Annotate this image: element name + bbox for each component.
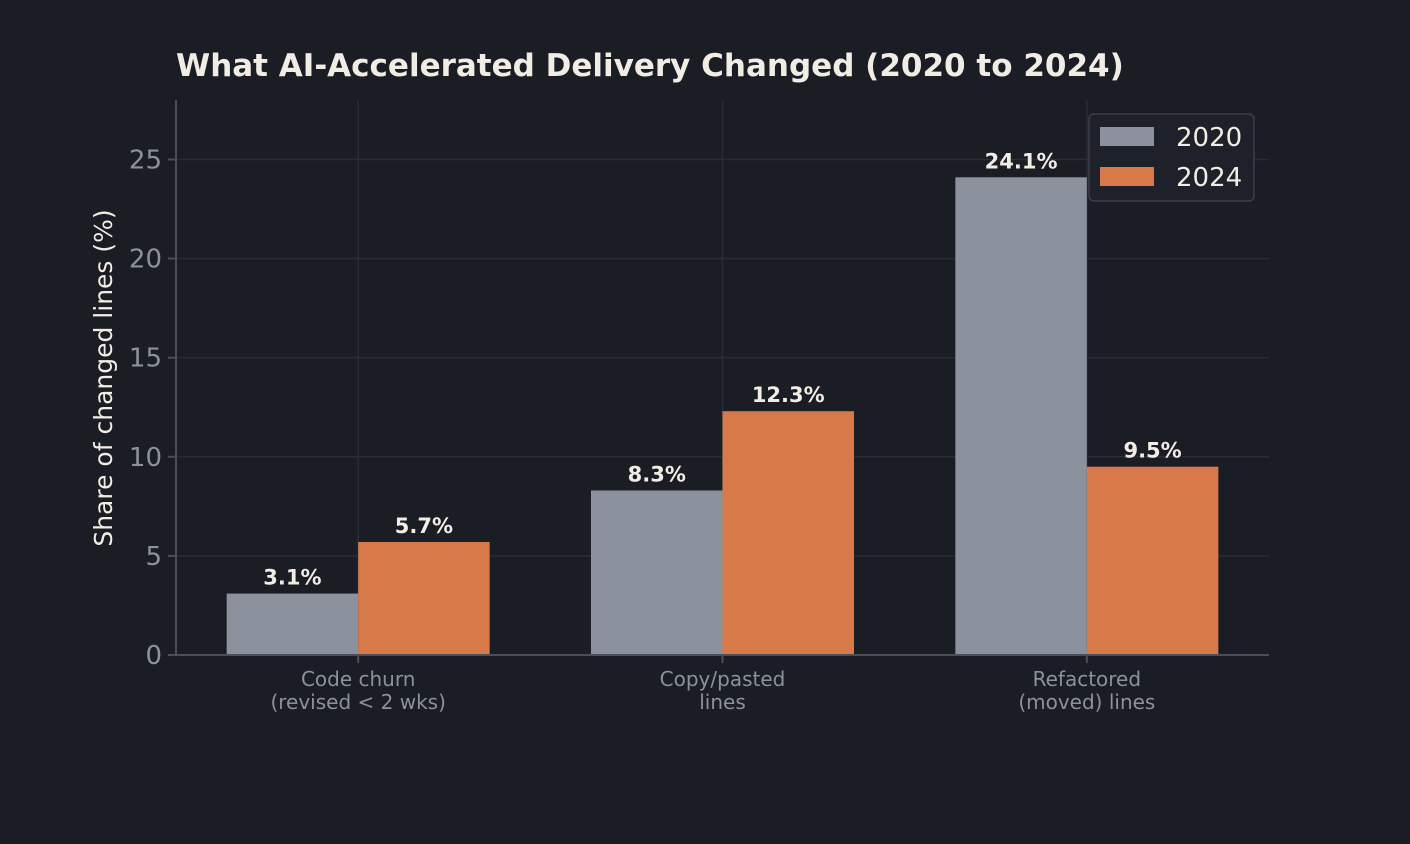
y-tick-label: 25 xyxy=(129,145,162,175)
legend: 2020 2024 xyxy=(1088,113,1255,202)
bar-2020 xyxy=(955,177,1087,655)
value-label-2020: 24.1% xyxy=(985,149,1058,173)
x-tick-label: (revised < 2 wks) xyxy=(270,690,445,714)
legend-label-2024: 2024 xyxy=(1176,163,1242,193)
bar-2024 xyxy=(722,411,854,655)
value-label-2020: 8.3% xyxy=(628,462,686,486)
value-label-2024: 5.7% xyxy=(395,514,453,538)
bars xyxy=(226,177,1219,655)
bar-2020 xyxy=(226,593,359,655)
x-tick-label: lines xyxy=(699,690,746,714)
value-labels: 3.1% 8.3% 24.1% 5.7% 12.3% 9.5% xyxy=(263,149,1181,589)
legend-swatch-2024 xyxy=(1100,167,1154,186)
value-label-2020: 3.1% xyxy=(263,566,321,590)
y-tick-label: 10 xyxy=(129,443,162,473)
bar-2020 xyxy=(591,490,723,655)
x-tick-label: Copy/pasted xyxy=(660,667,786,691)
y-tick-label: 15 xyxy=(129,344,162,374)
x-tick-label: Refactored xyxy=(1033,667,1141,691)
y-tick-label: 5 xyxy=(145,542,162,572)
axes: 0 5 10 15 20 25 Code churn(revised < 2 wks) Cop… xyxy=(129,100,1269,714)
y-tick-label: 0 xyxy=(145,641,162,671)
legend-label-2020: 2020 xyxy=(1176,123,1242,153)
chart-title: What AI-Accelerated Delivery Changed (20… xyxy=(176,48,1124,84)
x-tick-label: Code churn xyxy=(301,667,415,691)
value-label-2024: 9.5% xyxy=(1123,439,1181,463)
legend-swatch-2020 xyxy=(1100,127,1154,146)
bar-2024 xyxy=(1086,466,1219,655)
value-label-2024: 12.3% xyxy=(752,383,825,407)
x-tick-label: (moved) lines xyxy=(1018,690,1155,714)
bar-2024 xyxy=(358,542,490,655)
y-axis-label: Share of changed lines (%) xyxy=(89,209,118,546)
y-tick-label: 20 xyxy=(129,245,162,275)
